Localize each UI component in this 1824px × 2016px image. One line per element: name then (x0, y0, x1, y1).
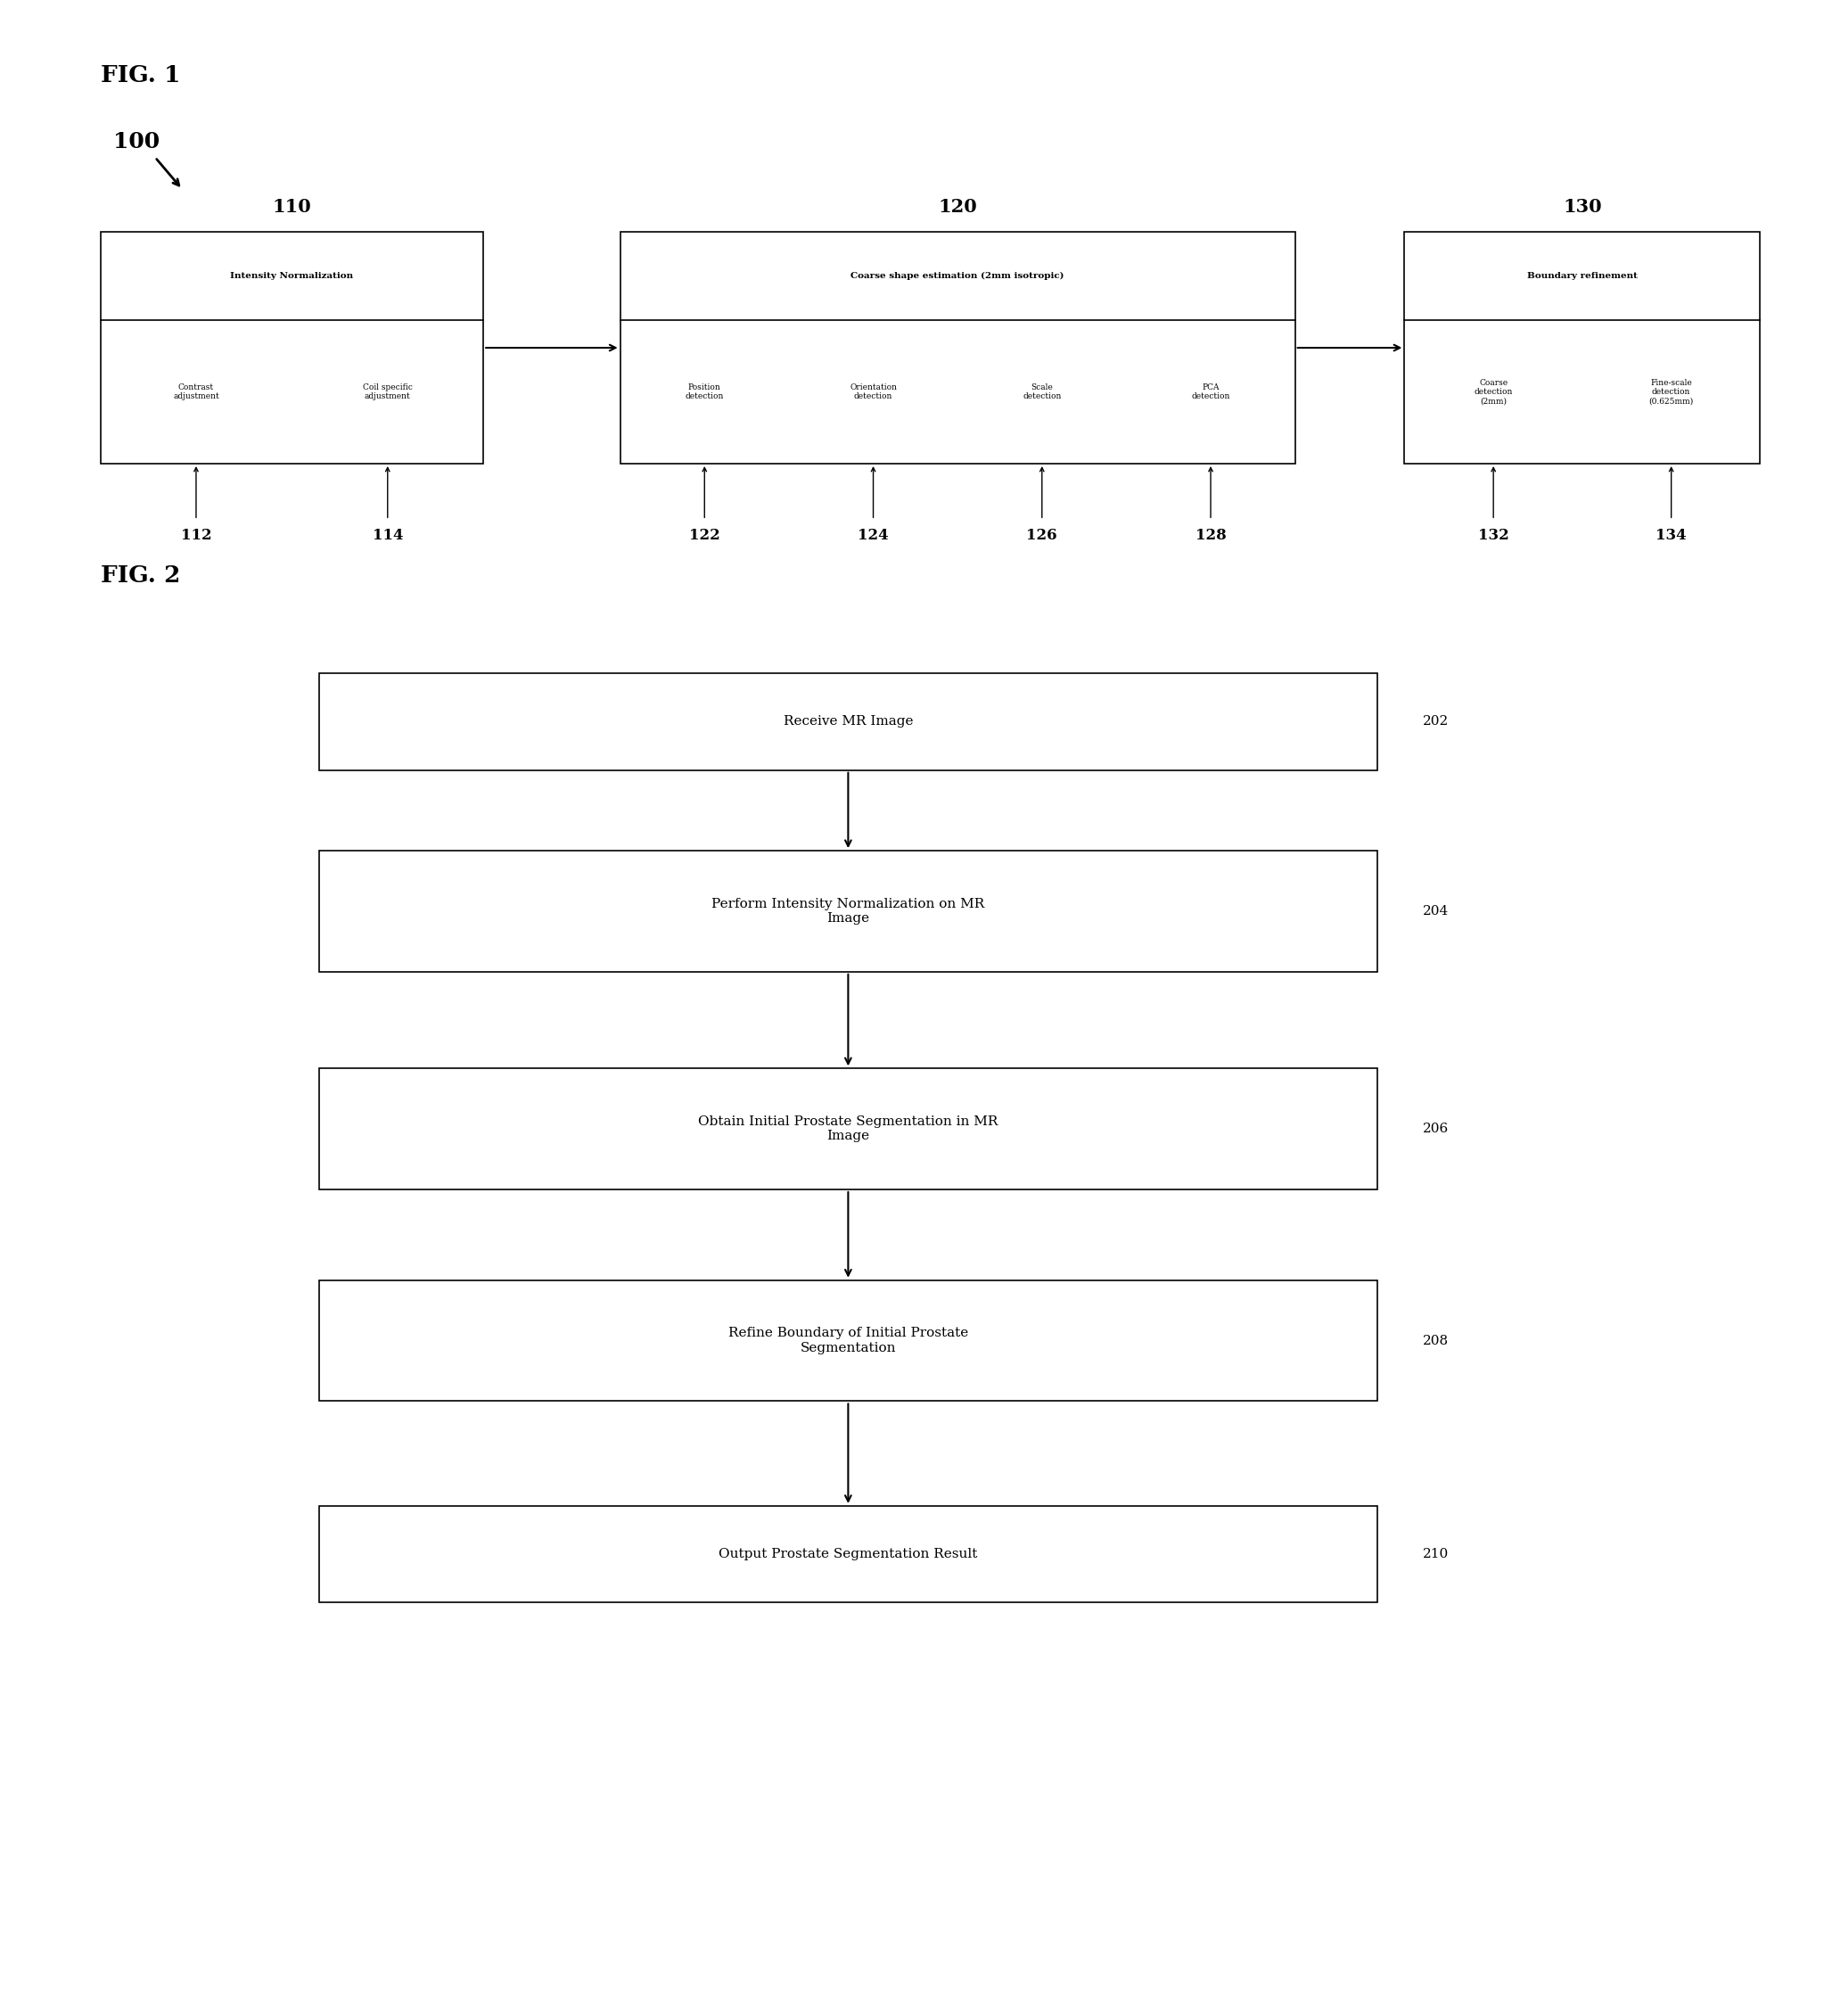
Text: 134: 134 (1656, 528, 1687, 544)
Text: Coarse shape estimation (2mm isotropic): Coarse shape estimation (2mm isotropic) (850, 272, 1065, 280)
Text: Coil specific
adjustment: Coil specific adjustment (363, 383, 412, 401)
Text: 132: 132 (1477, 528, 1508, 544)
Text: 124: 124 (857, 528, 888, 544)
Text: 112: 112 (181, 528, 212, 544)
Text: Orientation
detection: Orientation detection (850, 383, 897, 401)
Text: FIG. 2: FIG. 2 (100, 564, 181, 587)
Text: Coarse
detection
(2mm): Coarse detection (2mm) (1474, 379, 1512, 405)
Text: Boundary refinement: Boundary refinement (1527, 272, 1638, 280)
Text: 210: 210 (1423, 1548, 1448, 1560)
Text: 128: 128 (1195, 528, 1226, 544)
Text: 114: 114 (372, 528, 403, 544)
Text: Scale
detection: Scale detection (1023, 383, 1062, 401)
Bar (319, 1506, 1377, 1603)
Text: 122: 122 (689, 528, 720, 544)
Bar (100, 232, 483, 464)
Text: PCA
detection: PCA detection (1191, 383, 1229, 401)
Bar (319, 1068, 1377, 1189)
Text: 130: 130 (1563, 198, 1601, 216)
Bar (1404, 232, 1760, 464)
Text: 126: 126 (1027, 528, 1058, 544)
Bar (319, 673, 1377, 770)
Text: Intensity Normalization: Intensity Normalization (230, 272, 354, 280)
Text: Receive MR Image: Receive MR Image (782, 716, 914, 728)
Text: Contrast
adjustment: Contrast adjustment (173, 383, 219, 401)
Text: 120: 120 (938, 198, 978, 216)
Bar (319, 851, 1377, 972)
Text: FIG. 1: FIG. 1 (100, 65, 181, 87)
Text: 110: 110 (272, 198, 312, 216)
Text: 206: 206 (1423, 1123, 1448, 1135)
Text: 204: 204 (1423, 905, 1448, 917)
Text: Perform Intensity Normalization on MR
Image: Perform Intensity Normalization on MR Im… (711, 897, 985, 925)
Bar (620, 232, 1295, 464)
Text: 208: 208 (1423, 1335, 1448, 1347)
Text: Refine Boundary of Initial Prostate
Segmentation: Refine Boundary of Initial Prostate Segm… (728, 1327, 969, 1355)
Bar (319, 1280, 1377, 1401)
Text: Fine-scale
detection
(0.625mm): Fine-scale detection (0.625mm) (1649, 379, 1694, 405)
Text: Obtain Initial Prostate Segmentation in MR
Image: Obtain Initial Prostate Segmentation in … (699, 1115, 998, 1143)
Text: Position
detection: Position detection (686, 383, 724, 401)
Text: 100: 100 (113, 131, 159, 153)
Text: Output Prostate Segmentation Result: Output Prostate Segmentation Result (719, 1548, 978, 1560)
Text: 202: 202 (1423, 716, 1448, 728)
